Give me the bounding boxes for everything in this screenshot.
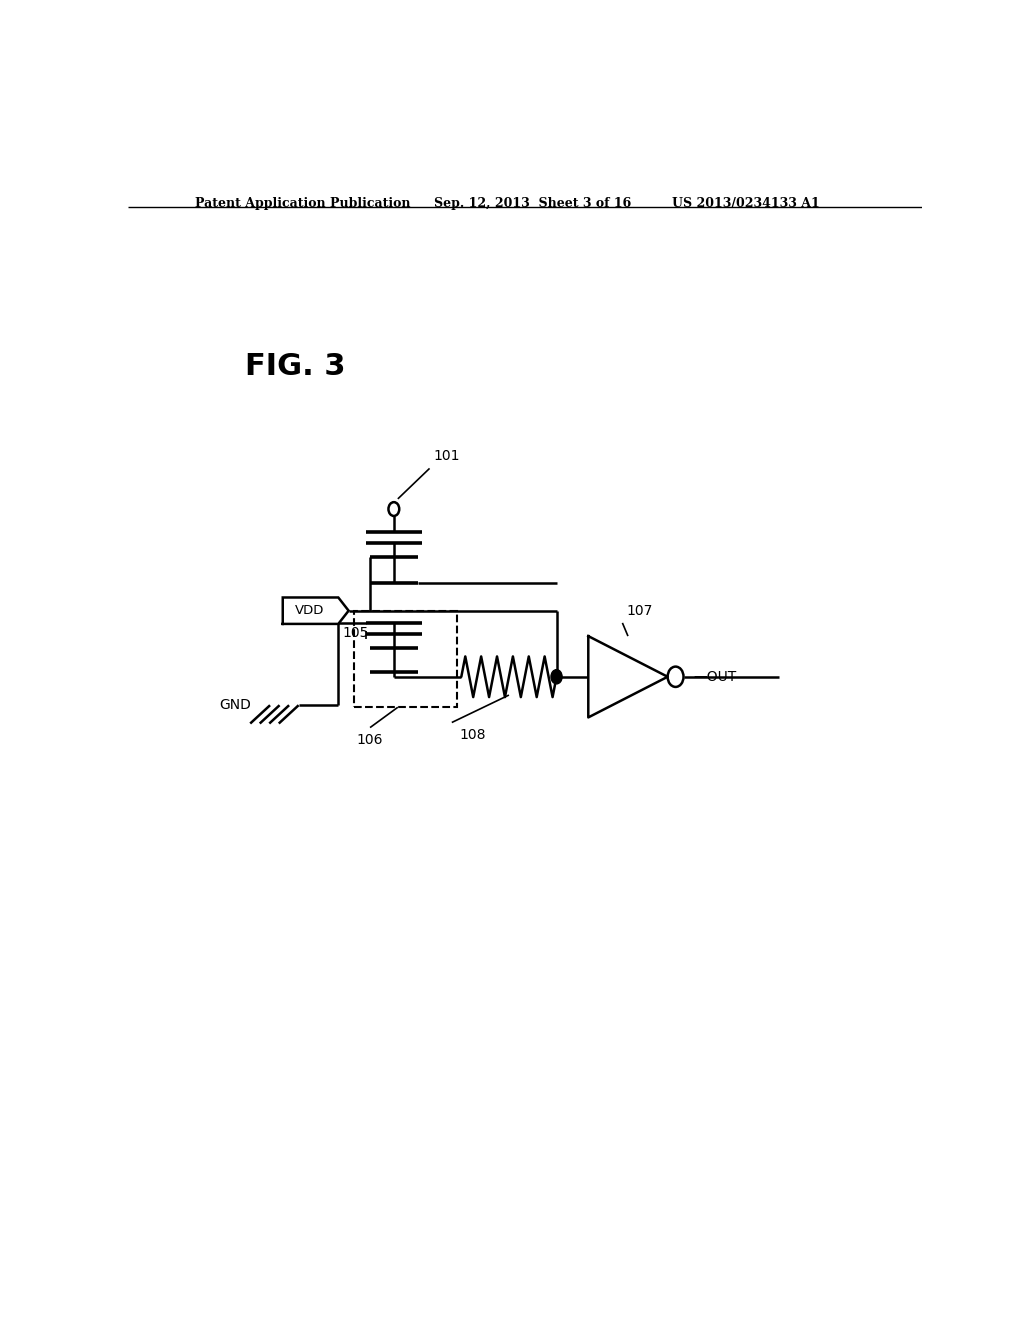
Text: Patent Application Publication: Patent Application Publication (196, 197, 411, 210)
Text: US 2013/0234133 A1: US 2013/0234133 A1 (672, 197, 819, 210)
Text: VDD: VDD (295, 605, 324, 618)
Text: 101: 101 (433, 449, 460, 463)
Text: 108: 108 (460, 727, 486, 742)
Polygon shape (283, 598, 348, 624)
Text: FIG. 3: FIG. 3 (246, 351, 346, 380)
Text: —OUT: —OUT (693, 669, 736, 684)
Text: 105: 105 (342, 626, 369, 640)
Circle shape (551, 669, 562, 684)
Text: GND: GND (219, 698, 251, 713)
Text: 106: 106 (356, 733, 383, 747)
Text: Sep. 12, 2013  Sheet 3 of 16: Sep. 12, 2013 Sheet 3 of 16 (433, 197, 631, 210)
Text: 107: 107 (627, 603, 652, 618)
